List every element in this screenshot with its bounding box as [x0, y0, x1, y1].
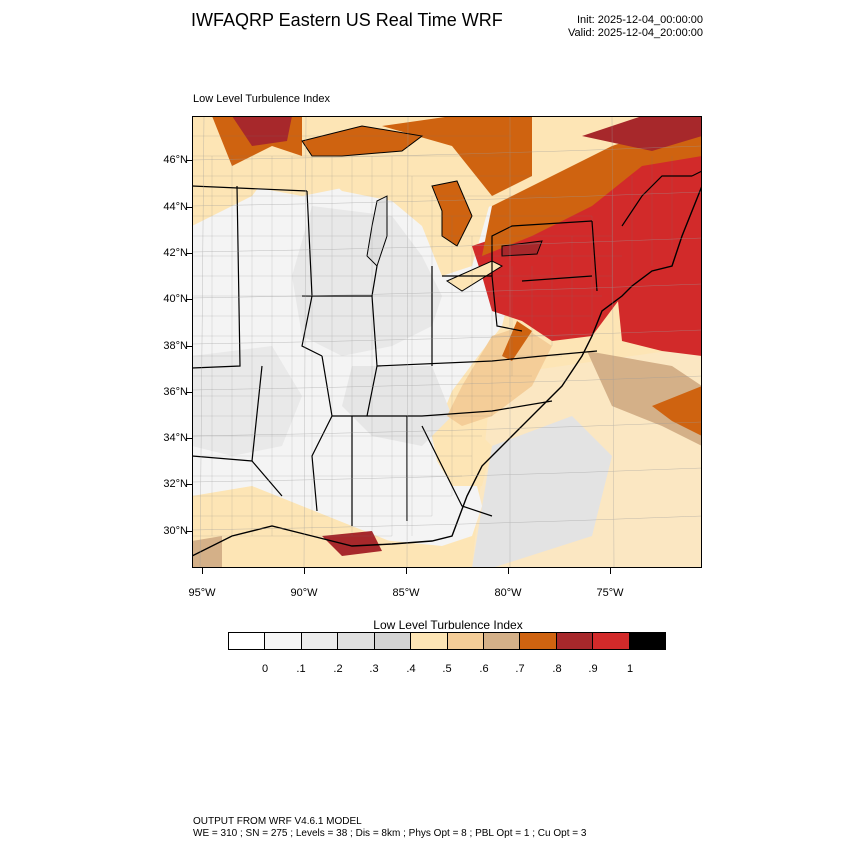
- lat-tick: [186, 253, 192, 254]
- lon-tick: [610, 568, 611, 574]
- field-label: Low Level Turbulence Index: [193, 93, 330, 105]
- lon-label-80w: 80°W: [494, 587, 522, 599]
- colorbar-cell-7: [483, 633, 521, 649]
- colorbar-cell-3: [338, 633, 375, 649]
- lat-tick: [186, 160, 192, 161]
- colorbar-label: .4: [406, 663, 416, 675]
- lon-label-90w: 90°W: [290, 587, 318, 599]
- lon-label-95w: 95°W: [188, 587, 216, 599]
- appalachian-orange-ridge: [502, 321, 532, 361]
- lon-tick: [202, 568, 203, 574]
- lat-tick: [186, 438, 192, 439]
- lon-tick: [406, 568, 407, 574]
- lat-label-42n: 42°N: [163, 247, 188, 259]
- colorbar-label: .6: [479, 663, 489, 675]
- gray-zone-south: [342, 366, 452, 446]
- graticule: [192, 116, 702, 568]
- lon-tick: [508, 568, 509, 574]
- lat-tick: [186, 299, 192, 300]
- colorbar-cell-0: [229, 633, 266, 649]
- map-svg: [192, 116, 702, 568]
- colorbar-label: .1: [296, 663, 306, 675]
- init-time: Init: 2025-12-04_00:00:00: [577, 14, 703, 26]
- map-frame: [192, 116, 702, 568]
- lat-label-38n: 38°N: [163, 340, 188, 352]
- model-info-line2: WE = 310 ; SN = 275 ; Levels = 38 ; Dis …: [193, 828, 587, 839]
- plot-title: IWFAQRP Eastern US Real Time WRF: [191, 10, 503, 30]
- northeast-orange-zone: [482, 116, 702, 256]
- valid-time: Valid: 2025-12-04_20:00:00: [568, 27, 703, 39]
- maine-coast: [691, 170, 702, 177]
- colorbar-cell-4: [374, 633, 412, 649]
- lat-label-40n: 40°N: [163, 293, 188, 305]
- lat-tick: [186, 207, 192, 208]
- colorbar-cell-8: [520, 633, 557, 649]
- lat-label-32n: 32°N: [163, 478, 188, 490]
- lat-tick: [186, 392, 192, 393]
- northeast-red-zone: [472, 146, 702, 341]
- lat-tick: [186, 484, 192, 485]
- colorbar: [228, 632, 666, 650]
- atlantic-tan-band: [587, 351, 702, 446]
- colorbar-label: .2: [333, 663, 343, 675]
- lat-label-44n: 44°N: [163, 201, 188, 213]
- atlantic-red-band: [617, 186, 702, 356]
- colorbar-cell-9: [556, 633, 594, 649]
- lon-label-75w: 75°W: [596, 587, 624, 599]
- lakes-tan-zone: [302, 136, 492, 276]
- colorbar-cell-6: [447, 633, 484, 649]
- lat-label-34n: 34°N: [163, 432, 188, 444]
- gulf-darkred-patch: [322, 531, 382, 556]
- model-info-line1: OUTPUT FROM WRF V4.6.1 MODEL: [193, 816, 362, 827]
- colorbar-label: .5: [442, 663, 452, 675]
- texas-tan-patch: [192, 536, 222, 568]
- lon-label-85w: 85°W: [392, 587, 420, 599]
- lat-label-30n: 30°N: [163, 525, 188, 537]
- north-darkred-zone: [232, 116, 292, 146]
- colorbar-label: .3: [369, 663, 379, 675]
- colorbar-cell-1: [265, 633, 302, 649]
- colorbar-label: .9: [588, 663, 598, 675]
- colorbar-cell-2: [301, 633, 339, 649]
- atlantic-gray-band: [472, 416, 612, 568]
- lon-tick: [304, 568, 305, 574]
- coastline: [192, 185, 702, 557]
- lat-tick: [186, 531, 192, 532]
- atlantic-orange-patch: [652, 386, 702, 436]
- colorbar-label: .7: [515, 663, 525, 675]
- colorbar-cell-5: [411, 633, 448, 649]
- lat-tick: [186, 346, 192, 347]
- gray-zone-midwest: [292, 206, 442, 356]
- colorbar-cell-11: [629, 633, 666, 649]
- lat-label-46n: 46°N: [163, 154, 188, 166]
- turbulence-map: [192, 116, 702, 568]
- colorbar-title: Low Level Turbulence Index: [373, 618, 523, 632]
- colorbar-cell-10: [593, 633, 630, 649]
- colorbar-label: 0: [261, 663, 269, 675]
- gray-zone-west: [192, 346, 302, 456]
- colorbar-label: .8: [552, 663, 562, 675]
- colorbar-label: 1: [626, 663, 634, 675]
- lat-label-36n: 36°N: [163, 386, 188, 398]
